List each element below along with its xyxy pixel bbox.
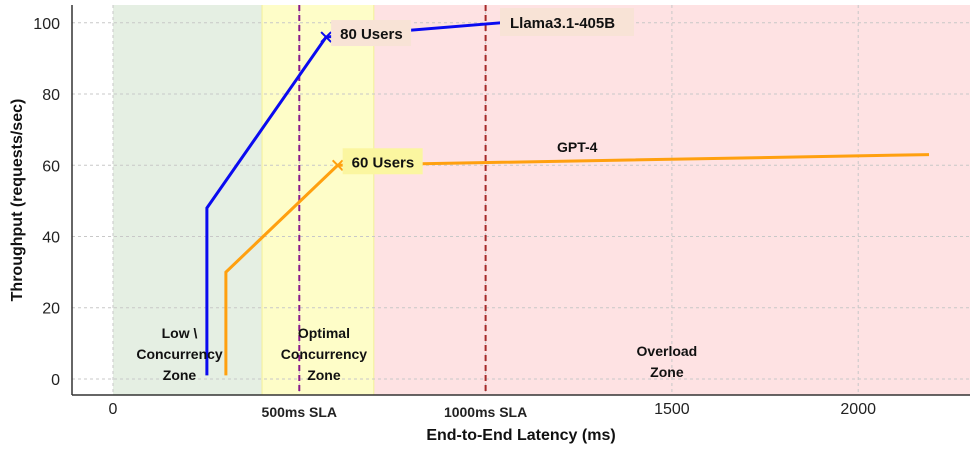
x-axis-label: End-to-End Latency (ms) xyxy=(426,427,615,444)
y-tick-label: 80 xyxy=(42,87,60,104)
x-tick-label: 500ms SLA xyxy=(262,404,337,420)
y-tick-label: 20 xyxy=(42,301,60,318)
x-marker xyxy=(331,159,344,171)
x-tick-label: 0 xyxy=(109,401,118,418)
y-tick-label: 60 xyxy=(42,158,60,175)
zone-label: Concurrency xyxy=(136,346,223,362)
zone-label: Zone xyxy=(163,367,197,383)
marker-label-bg xyxy=(342,148,423,175)
y-tick-label: 100 xyxy=(33,16,60,33)
y-axis-label: Throughput (requests/sec) xyxy=(9,99,26,302)
series-label-gpt4: GPT-4 xyxy=(557,139,598,155)
series-line-gpt4 xyxy=(224,153,930,376)
series-label-bg xyxy=(500,8,634,36)
y-tick-label: 0 xyxy=(51,372,60,389)
series-line-llama xyxy=(205,21,501,376)
zone-label: Optimal xyxy=(298,325,350,341)
series-label-llama: Llama3.1-405B xyxy=(510,15,615,32)
zone-label: Overload xyxy=(637,343,698,359)
zone-1 xyxy=(262,5,374,395)
marker-label: 80 Users xyxy=(340,26,403,43)
zone-label: Zone xyxy=(650,364,684,380)
x-tick-label: 1000ms SLA xyxy=(444,404,527,420)
zone-label: Low \ xyxy=(162,325,198,341)
zone-0 xyxy=(112,5,263,395)
marker-label: 60 Users xyxy=(352,154,415,171)
y-tick-label: 40 xyxy=(42,230,60,247)
marker-label-bg xyxy=(331,20,412,47)
x-tick-label: 2000 xyxy=(840,401,876,418)
zone-label: Zone xyxy=(307,367,341,383)
zone-label: Concurrency xyxy=(281,346,368,362)
x-marker xyxy=(320,31,332,43)
x-tick-label: 1500 xyxy=(654,401,690,418)
